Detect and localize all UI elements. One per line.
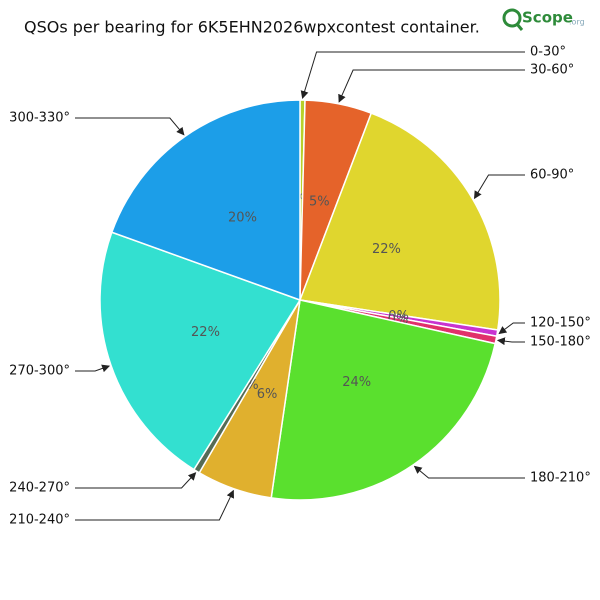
logo-text: Scope xyxy=(522,9,573,27)
leader-line xyxy=(498,322,525,335)
category-label: 270-300° xyxy=(9,364,70,379)
leader-line xyxy=(413,465,525,479)
category-label: 210-240° xyxy=(9,513,70,528)
category-label: 120-150° xyxy=(530,316,591,331)
logo-suffix: .org xyxy=(569,18,585,27)
chart-title: QSOs per bearing for 6K5EHN2026wpxcontes… xyxy=(24,18,480,37)
pie: 0%0-30°5%30-60°22%60-90°0% 120-150°0%150-… xyxy=(9,45,591,528)
slice-value-label: 24% xyxy=(342,375,371,390)
category-label: 150-180° xyxy=(530,335,591,350)
logo: Scope .org xyxy=(502,8,585,31)
pie-slice xyxy=(270,299,497,501)
slice-value-label: 6% xyxy=(257,387,278,402)
slice-value-label: 20% xyxy=(228,211,257,226)
pie-slice xyxy=(298,112,501,331)
slice-value-label: 22% xyxy=(191,325,220,340)
pie-slice xyxy=(99,231,302,471)
leader-line xyxy=(75,489,234,521)
leader-line xyxy=(300,51,525,99)
leader-line xyxy=(75,472,197,489)
category-label: 30-60° xyxy=(530,63,574,78)
leader-line xyxy=(75,117,185,136)
logo-icon xyxy=(515,23,524,31)
leader-line xyxy=(75,364,111,373)
category-label: 240-270° xyxy=(9,481,70,496)
pie-slice xyxy=(110,99,301,302)
slice-value-label: 22% xyxy=(372,242,401,257)
category-label: 300-330° xyxy=(9,111,70,126)
category-label: 0-30° xyxy=(530,45,566,60)
leader-line xyxy=(338,69,525,103)
leader-line xyxy=(473,174,525,200)
leader-line xyxy=(496,337,525,346)
logo-icon xyxy=(502,8,522,28)
category-label: 180-210° xyxy=(530,471,591,486)
slice-value-label: 5% xyxy=(309,194,330,209)
category-label: 60-90° xyxy=(530,168,574,183)
